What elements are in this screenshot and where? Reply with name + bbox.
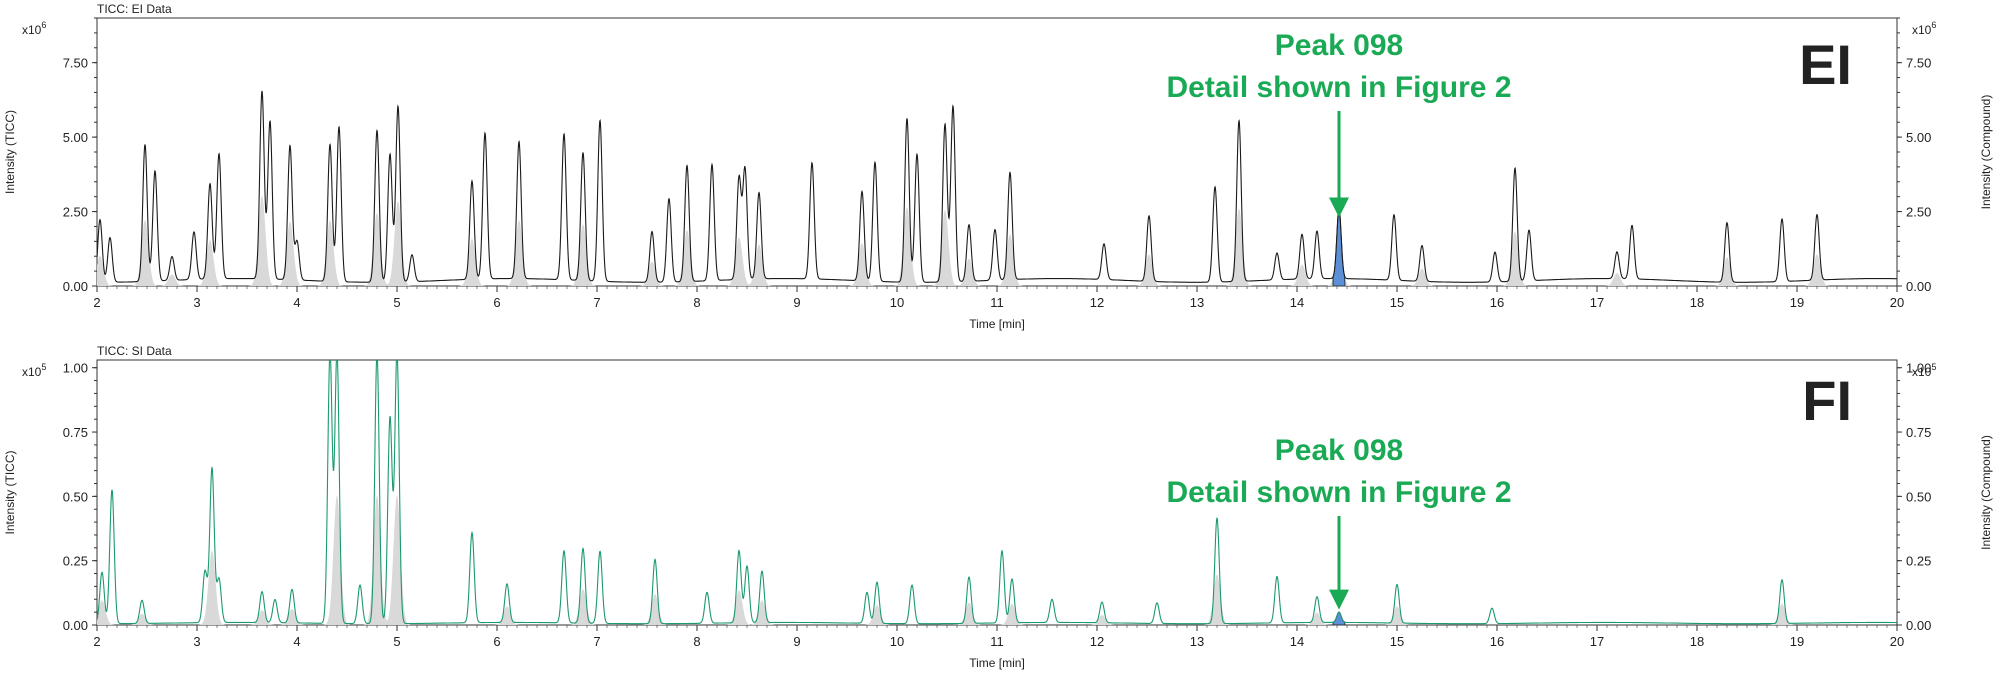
x-tick-label: 12 <box>1090 295 1104 310</box>
y-multiplier-right: x10 <box>1912 365 1932 379</box>
x-tick-label: 14 <box>1290 295 1304 310</box>
x-tick-label: 3 <box>193 634 200 649</box>
y-multiplier-right: x10 <box>1912 23 1932 37</box>
x-tick-label: 13 <box>1190 634 1204 649</box>
x-tick-label: 15 <box>1390 295 1404 310</box>
y-exponent-left: x105 <box>22 362 46 379</box>
x-tick-label: 4 <box>293 295 300 310</box>
panel-label: FI <box>1802 369 1852 432</box>
ticc-trace-line <box>97 90 1897 283</box>
y-exponent-right: x105 <box>1912 362 1936 379</box>
annotation-line-2: Detail shown in Figure 2 <box>1166 71 1511 104</box>
x-tick-label: 5 <box>393 295 400 310</box>
y-exponent-value-right: 6 <box>1931 20 1936 30</box>
x-tick-label: 9 <box>793 295 800 310</box>
y-axis-label-left: Intensity (TICC) <box>3 110 17 194</box>
y-tick-label-right: 0.00 <box>1906 618 1931 633</box>
y-tick-label-left: 0.00 <box>63 279 88 294</box>
y-tick-label-right: 5.00 <box>1906 130 1931 145</box>
y-tick-label-right: 0.50 <box>1906 489 1931 504</box>
y-tick-label-left: 0.00 <box>63 618 88 633</box>
chart-title: TICC: SI Data <box>97 344 172 358</box>
y-exponent-value-right: 5 <box>1931 362 1936 372</box>
x-tick-label: 7 <box>593 295 600 310</box>
x-axis-label: Time [min] <box>969 317 1025 331</box>
x-tick-label: 20 <box>1890 295 1904 310</box>
x-tick-label: 18 <box>1690 295 1704 310</box>
annotation-line-1: Peak 098 <box>1275 29 1403 62</box>
x-tick-label: 15 <box>1390 634 1404 649</box>
x-tick-label: 8 <box>693 295 700 310</box>
y-tick-label-left: 7.50 <box>63 56 88 71</box>
y-tick-label-left: 5.00 <box>63 130 88 145</box>
annotation-line-2: Detail shown in Figure 2 <box>1166 476 1511 509</box>
x-tick-label: 17 <box>1590 634 1604 649</box>
ticc-trace-line <box>97 360 1897 625</box>
plot-area <box>97 90 1897 286</box>
y-axis-label-right: Intensity (Compound) <box>1979 435 1993 550</box>
y-tick-label-right: 2.50 <box>1906 205 1931 220</box>
x-tick-label: 9 <box>793 634 800 649</box>
x-tick-label: 7 <box>593 634 600 649</box>
y-tick-label-left: 0.25 <box>63 554 88 569</box>
panel-label: EI <box>1799 33 1852 96</box>
y-exponent-right: x106 <box>1912 20 1936 37</box>
y-exponent-value-left: 6 <box>41 20 46 30</box>
y-tick-label-left: 2.50 <box>63 205 88 220</box>
x-tick-label: 6 <box>493 295 500 310</box>
plot-frame <box>96 359 1898 626</box>
y-tick-label-right: 0.00 <box>1906 279 1931 294</box>
y-tick-label-left: 0.50 <box>63 489 88 504</box>
x-tick-label: 18 <box>1690 634 1704 649</box>
chart-title: TICC: EI Data <box>97 2 172 16</box>
x-tick-label: 3 <box>193 295 200 310</box>
y-tick-label-right: 7.50 <box>1906 56 1931 71</box>
x-tick-label: 2 <box>93 295 100 310</box>
annotation-line-1: Peak 098 <box>1275 434 1403 467</box>
x-tick-label: 12 <box>1090 634 1104 649</box>
y-exponent-value-left: 5 <box>41 362 46 372</box>
x-tick-label: 8 <box>693 634 700 649</box>
x-tick-label: 20 <box>1890 634 1904 649</box>
x-tick-label: 19 <box>1790 634 1804 649</box>
x-tick-label: 11 <box>990 295 1004 310</box>
y-axis-label-right: Intensity (Compound) <box>1979 95 1993 210</box>
annotation-arrow-head <box>1329 197 1349 218</box>
y-tick-label-right: 1.00 <box>1906 361 1931 376</box>
x-tick-label: 6 <box>493 634 500 649</box>
x-tick-label: 10 <box>890 634 904 649</box>
x-tick-label: 16 <box>1490 295 1504 310</box>
x-tick-label: 10 <box>890 295 904 310</box>
y-tick-label-left: 0.75 <box>63 425 88 440</box>
highlighted-peak-098 <box>1332 611 1346 625</box>
x-tick-label: 5 <box>393 634 400 649</box>
compound-fill-area <box>97 495 1897 625</box>
x-tick-label: 13 <box>1190 295 1204 310</box>
x-tick-label: 16 <box>1490 634 1504 649</box>
y-multiplier-left: x10 <box>22 365 42 379</box>
x-tick-label: 11 <box>990 634 1004 649</box>
annotation-arrow-head <box>1329 589 1349 610</box>
y-tick-label-right: 0.75 <box>1906 425 1931 440</box>
y-exponent-left: x106 <box>22 20 46 37</box>
x-tick-label: 14 <box>1290 634 1304 649</box>
y-multiplier-left: x10 <box>22 23 42 37</box>
y-axis-label-left: Intensity (TICC) <box>3 450 17 534</box>
plot-area <box>97 360 1897 625</box>
y-tick-label-left: 1.00 <box>63 361 88 376</box>
x-tick-label: 4 <box>293 634 300 649</box>
x-tick-label: 17 <box>1590 295 1604 310</box>
highlighted-peak-098 <box>1332 207 1346 286</box>
x-axis-label: Time [min] <box>969 656 1025 670</box>
x-tick-label: 2 <box>93 634 100 649</box>
x-tick-label: 19 <box>1790 295 1804 310</box>
y-tick-label-right: 0.25 <box>1906 554 1931 569</box>
